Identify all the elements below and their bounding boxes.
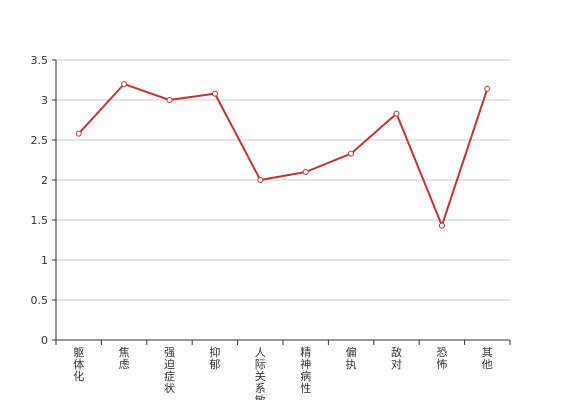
data-point xyxy=(211,90,218,97)
x-category-label: 躯体化 xyxy=(73,346,84,383)
x-category-label: 抑郁 xyxy=(209,345,220,371)
x-axis: 躯体化 焦虑 强迫症状 抑郁 人际关系敏感 精神病性 偏执 敌对 恐怖 其他 xyxy=(55,339,511,400)
series-line-group xyxy=(75,81,491,229)
data-point xyxy=(484,85,491,92)
y-tick-label: 2.5 xyxy=(31,134,49,147)
y-tick-label: 1 xyxy=(41,254,48,267)
x-category-label: 人际关系敏感 xyxy=(255,346,266,400)
y-tick-label: 0 xyxy=(41,334,48,347)
x-category-label: 敌对 xyxy=(391,345,402,371)
data-point xyxy=(393,110,400,117)
x-category-label: 强迫症状 xyxy=(164,346,175,395)
x-category-label: 恐怖 xyxy=(436,346,447,371)
y-tick-label: 1.5 xyxy=(31,214,49,227)
data-point xyxy=(348,150,355,157)
data-point xyxy=(438,222,445,229)
x-category-label: 偏执 xyxy=(346,345,357,371)
x-category-label: 焦虑 xyxy=(119,346,130,371)
x-category-label: 其他 xyxy=(482,346,493,371)
grid-lines xyxy=(56,59,510,301)
y-tick-label: 2 xyxy=(41,174,48,187)
data-point xyxy=(121,81,128,87)
y-axis: 0 0.5 1 1.5 2 2.5 3 3.5 xyxy=(31,54,57,347)
data-point xyxy=(257,177,264,183)
data-point xyxy=(166,97,173,103)
data-point xyxy=(75,130,82,137)
y-tick-label: 0.5 xyxy=(31,294,49,307)
data-point xyxy=(302,169,309,175)
x-category-label: 精神病性 xyxy=(300,346,311,395)
y-tick-label: 3 xyxy=(41,94,48,107)
y-tick-label: 3.5 xyxy=(31,54,49,67)
series-line xyxy=(77,83,489,227)
